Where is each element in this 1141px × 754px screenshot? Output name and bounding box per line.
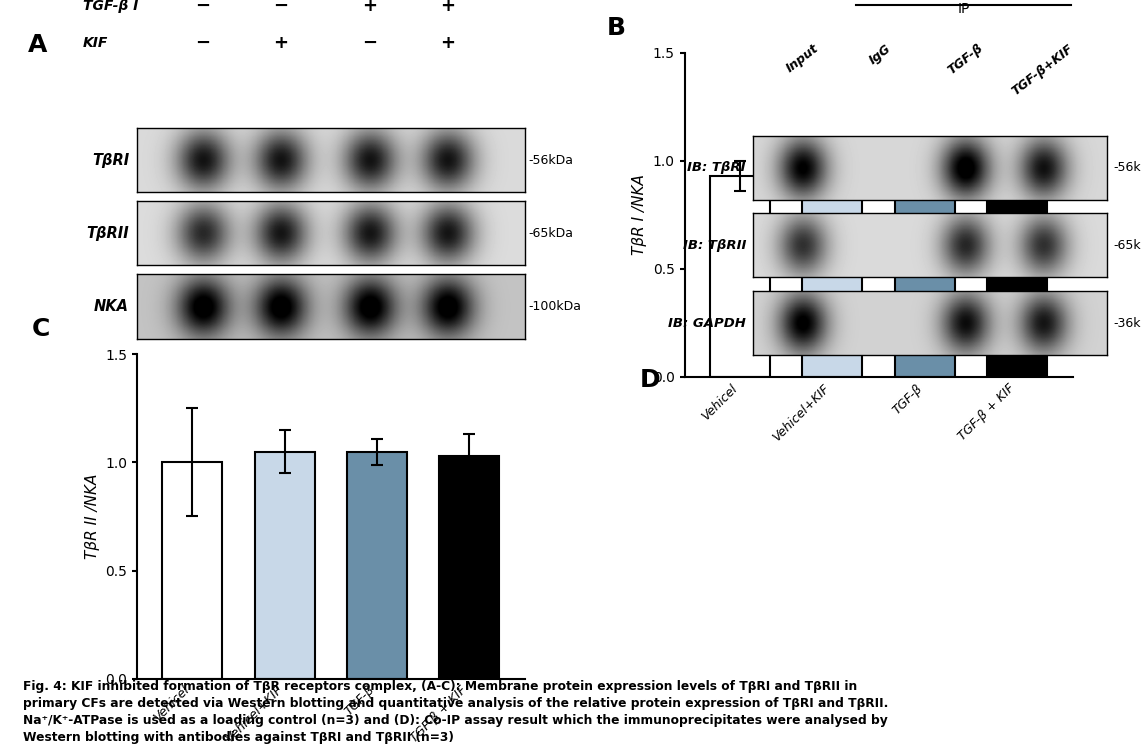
Bar: [895, 161, 955, 377]
Text: B: B: [607, 16, 626, 40]
Text: TGF-β: TGF-β: [945, 41, 986, 77]
Y-axis label: TβR II /NKA: TβR II /NKA: [84, 474, 99, 559]
Y-axis label: TβR I /NKA: TβR I /NKA: [632, 174, 647, 256]
Text: +: +: [362, 0, 378, 15]
Text: -56kDa: -56kDa: [528, 154, 574, 167]
Text: −: −: [195, 35, 210, 52]
Text: IB: GAPDH: IB: GAPDH: [669, 317, 746, 329]
Text: Fig. 4: KIF inhibited formation of TβR receptors complex, (A-C): Membrane protei: Fig. 4: KIF inhibited formation of TβR r…: [23, 680, 888, 744]
Text: TGF-β I: TGF-β I: [82, 0, 138, 13]
Text: D: D: [640, 368, 661, 392]
Text: IP: IP: [957, 2, 970, 16]
Text: NKA: NKA: [95, 299, 129, 314]
Bar: [439, 456, 500, 679]
Text: TGF-β+KIF: TGF-β+KIF: [1010, 41, 1076, 97]
Text: IgG: IgG: [867, 41, 893, 66]
Text: -36kDa: -36kDa: [1114, 317, 1141, 329]
Text: TβRI: TβRI: [92, 153, 129, 167]
Bar: [254, 452, 315, 679]
Bar: [710, 176, 770, 377]
Text: A: A: [27, 33, 47, 57]
Text: -65kDa: -65kDa: [528, 227, 574, 240]
Text: +: +: [439, 0, 455, 15]
Bar: [347, 452, 407, 679]
Text: IB: TβRI: IB: TβRI: [688, 161, 746, 174]
Bar: [802, 167, 863, 377]
Text: KIF: KIF: [82, 36, 108, 51]
Text: −: −: [195, 0, 210, 15]
Text: +: +: [439, 35, 455, 52]
Text: −: −: [273, 0, 288, 15]
Text: Input: Input: [784, 41, 822, 75]
Text: C: C: [32, 317, 50, 342]
Text: IB: TβRII: IB: TβRII: [682, 239, 746, 252]
Text: TβRII: TβRII: [87, 226, 129, 241]
Bar: [162, 462, 222, 679]
Text: −: −: [362, 35, 378, 52]
Text: -65kDa: -65kDa: [1114, 239, 1141, 252]
Text: -100kDa: -100kDa: [528, 300, 582, 313]
Bar: [987, 180, 1047, 377]
Text: +: +: [273, 35, 288, 52]
Text: -56kDa: -56kDa: [1114, 161, 1141, 174]
